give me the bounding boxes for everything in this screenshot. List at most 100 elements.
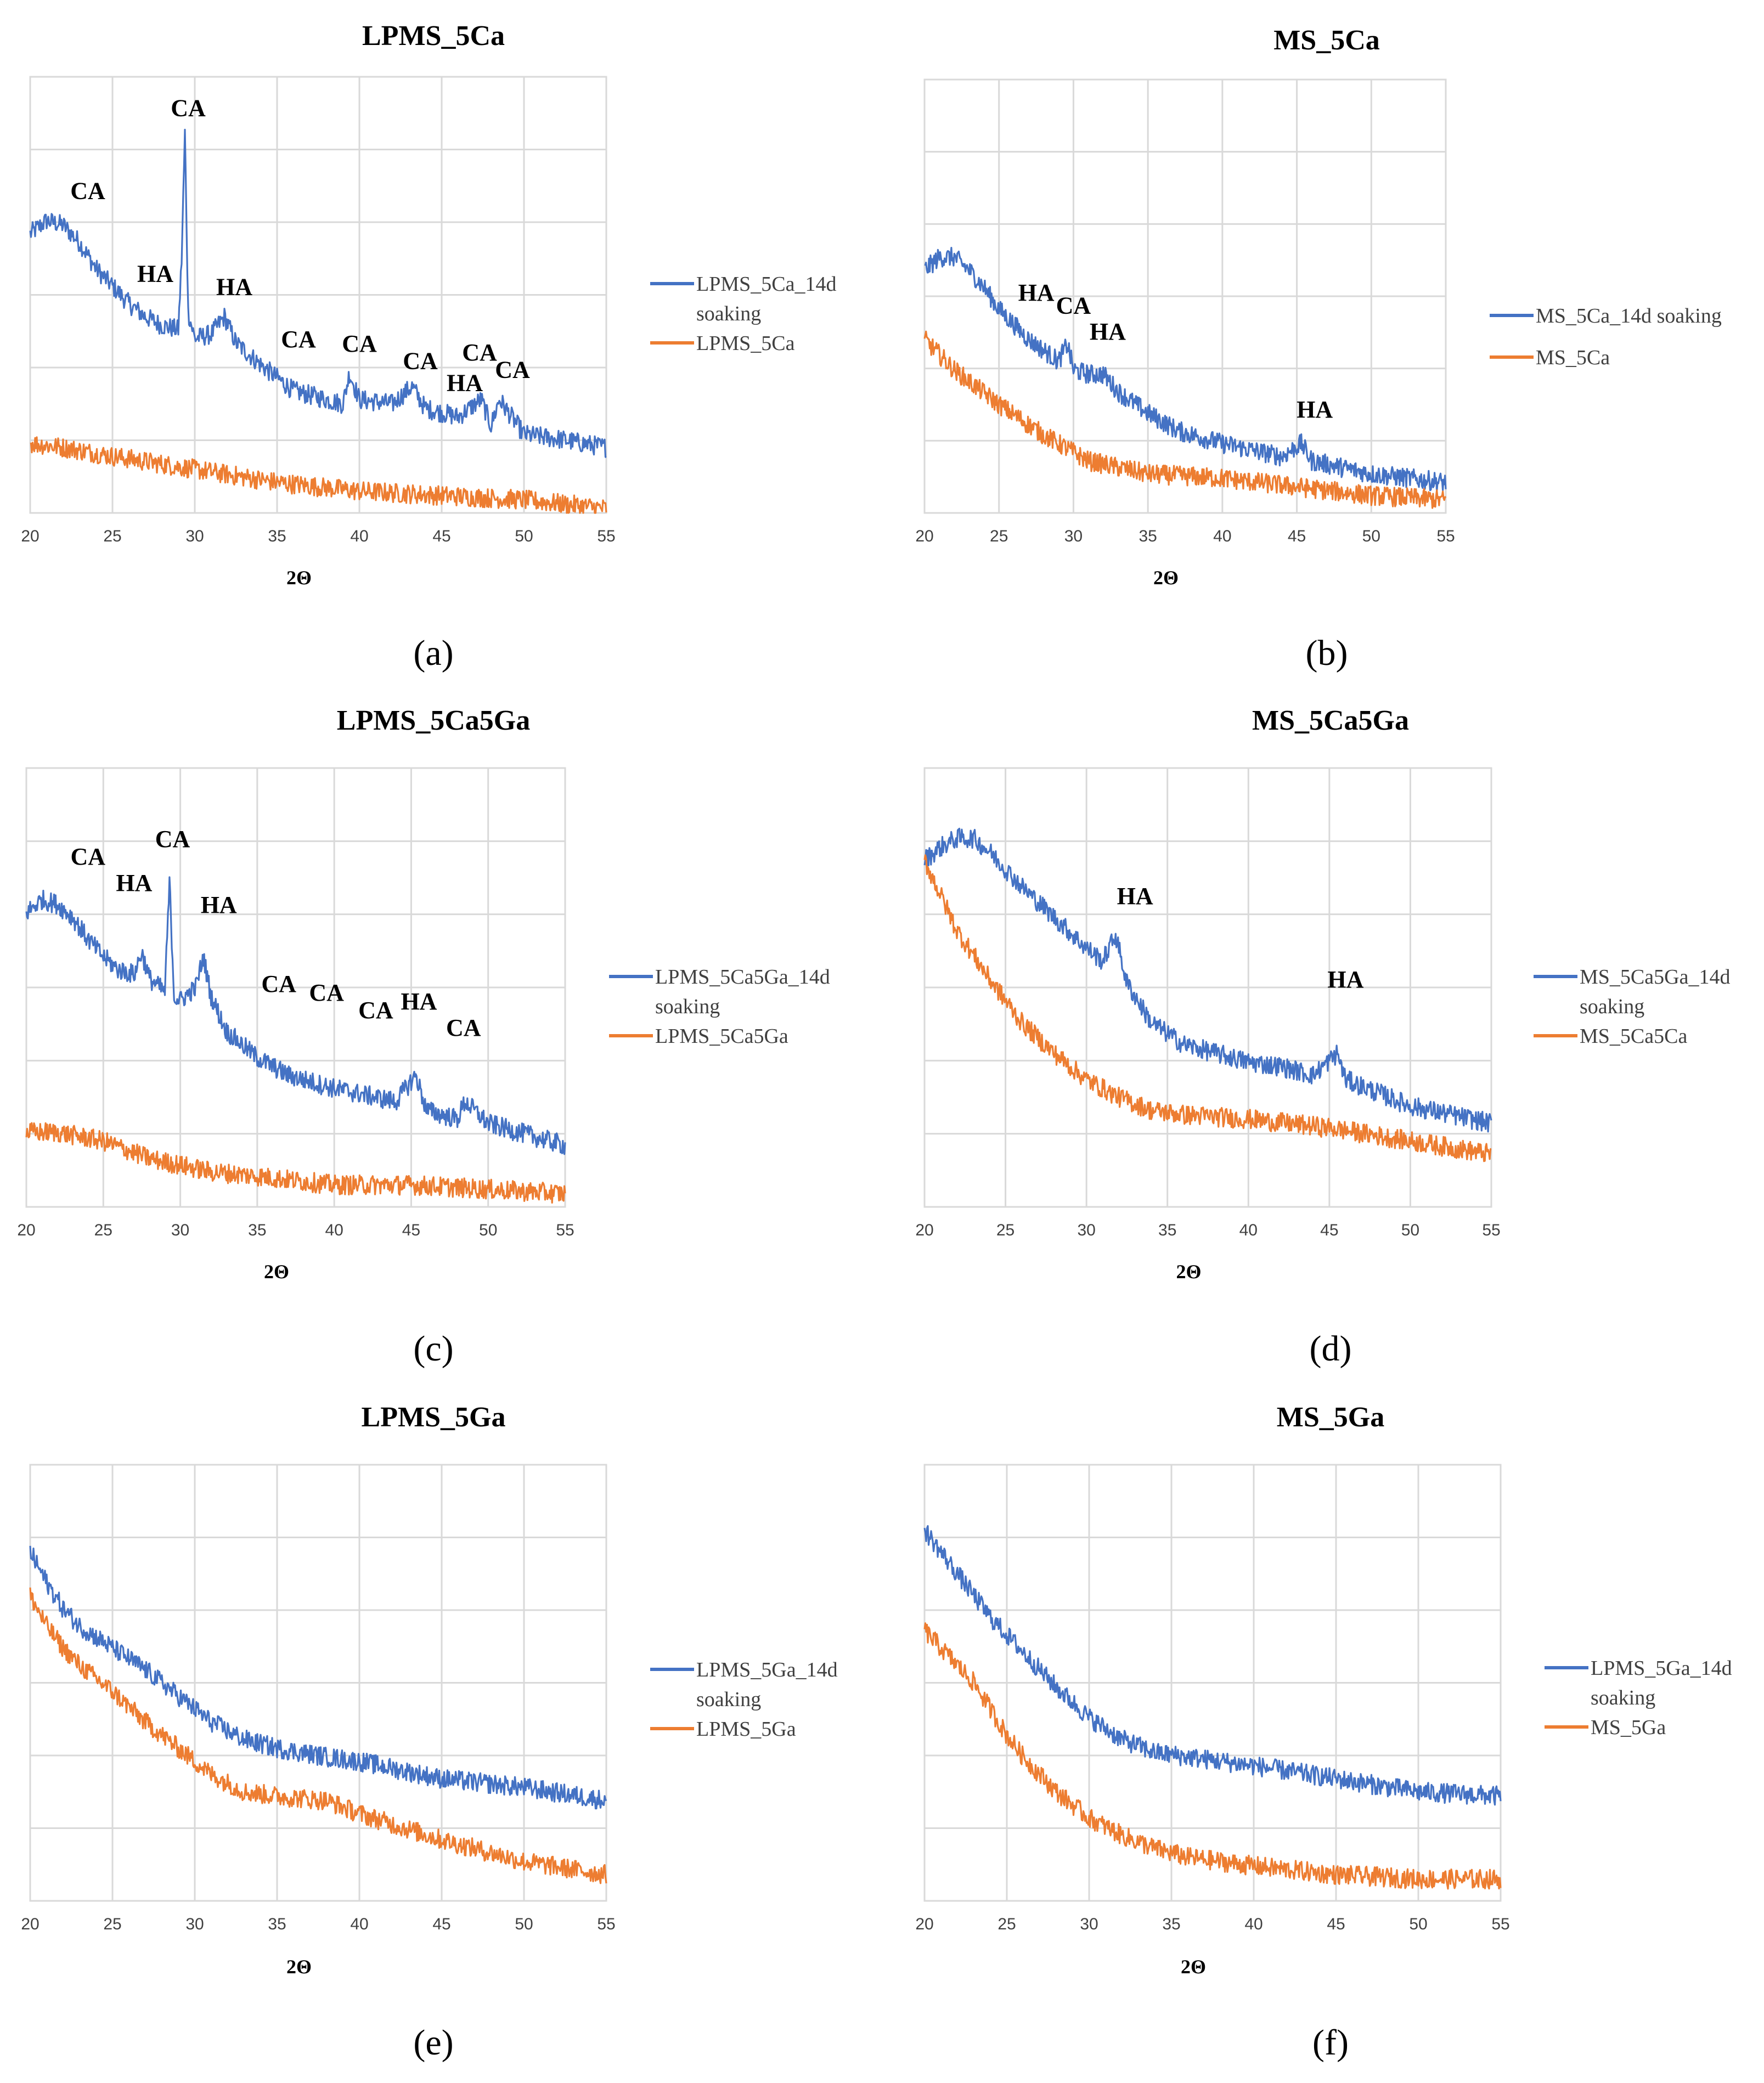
chart-panel-2: LPMS_5Ca5Ga 20 25 30 35 40 45 50 55 2Θ LPMS_5Ca5Ga… [17, 705, 830, 1369]
x-tick-label: 20 [17, 1221, 35, 1239]
peak-annotation: CA [446, 1014, 481, 1041]
series-line-unsoaked [25, 1122, 566, 1204]
peak-annotation: CA [495, 357, 530, 383]
legend-label: MS_5Ca [1536, 346, 1610, 369]
panel-label: (e) [413, 2023, 453, 2063]
series-line-soaked [923, 827, 1492, 1133]
chart-panel-3: MS_5Ca5Ga 20 25 30 35 40 45 50 55 2Θ MS_5Ca5Ga_14d… [915, 705, 1730, 1369]
x-tick-label: 35 [268, 1915, 286, 1933]
x-tick-label: 30 [1077, 1221, 1095, 1239]
x-tick-label: 50 [1409, 1915, 1427, 1933]
plot-area [923, 78, 1447, 514]
x-tick-label: 35 [1139, 527, 1157, 545]
x-tick-label: 40 [350, 1915, 368, 1933]
peak-annotation: HA [1327, 966, 1363, 993]
peak-annotation: CA [358, 997, 393, 1024]
x-tick-label: 40 [350, 527, 368, 545]
x-tick-label: 20 [915, 1221, 933, 1239]
x-tick-label: 30 [1064, 527, 1083, 545]
x-tick-label: 20 [21, 527, 39, 545]
peak-annotation: CA [155, 826, 190, 853]
plot-area [29, 1464, 607, 1902]
x-tick-label: 50 [1362, 527, 1380, 545]
x-tick-label: 50 [1401, 1221, 1419, 1239]
x-tick-label: 55 [1436, 527, 1455, 545]
x-tick-label: 25 [996, 1221, 1015, 1239]
x-tick-label: 25 [103, 1915, 121, 1933]
legend-label: LPMS_5Ca_14d [696, 273, 836, 296]
peak-annotation: CA [342, 330, 377, 357]
x-tick-label: 55 [1491, 1915, 1509, 1933]
plot-area [25, 767, 566, 1208]
peak-annotation: CA [70, 843, 105, 870]
chart-panel-0: LPMS_5Ca 20 25 30 35 40 45 50 55 2Θ LPMS_5Ca_14dso… [21, 20, 836, 673]
peak-annotation: HA [216, 274, 252, 301]
panel-label: (a) [413, 633, 453, 673]
chart-title: LPMS_5Ca5Ga [337, 705, 530, 736]
x-tick-label: 45 [432, 1915, 450, 1933]
peak-annotation: HA [1297, 396, 1333, 423]
legend-label: LPMS_5Ca5Ga [655, 1025, 788, 1048]
peak-annotation: CA [1056, 292, 1091, 319]
legend-label: LPMS_5Ca5Ga_14d [655, 966, 830, 989]
legend-label: soaking [1580, 995, 1644, 1018]
legend-label: soaking [1591, 1686, 1655, 1709]
legend-label: LPMS_5Ga_14d [696, 1658, 838, 1681]
chart-title: MS_5Ga [1277, 1402, 1384, 1433]
x-axis-label: 2Θ [286, 567, 312, 589]
peak-annotation: CA [70, 178, 105, 205]
series-line-unsoaked [923, 854, 1492, 1162]
legend-label: LPMS_5Ga_14d [1591, 1657, 1732, 1680]
x-tick-label: 30 [185, 1915, 204, 1933]
x-tick-label: 45 [1288, 527, 1306, 545]
series-line-unsoaked [923, 330, 1447, 509]
x-tick-label: 45 [432, 527, 450, 545]
peak-annotation: CA [261, 970, 296, 997]
plot-area [923, 767, 1492, 1208]
panel-label: (d) [1310, 1329, 1352, 1369]
x-tick-label: 20 [915, 527, 933, 545]
chart-panel-5: MS_5Ga 20 25 30 35 40 45 50 55 2Θ LPMS_5Ga_14dsoak… [915, 1402, 1732, 2063]
panel-label: (c) [413, 1329, 453, 1369]
x-tick-label: 55 [556, 1221, 574, 1239]
x-axis-label: 2Θ [1153, 567, 1179, 589]
x-tick-label: 45 [402, 1221, 420, 1239]
panel-label: (f) [1312, 2023, 1349, 2063]
chart-panel-4: LPMS_5Ga 20 25 30 35 40 45 50 55 2Θ LPMS_5Ga_14dso… [21, 1402, 837, 2063]
x-tick-label: 35 [268, 527, 286, 545]
x-tick-label: 35 [1158, 1221, 1176, 1239]
x-axis-label: 2Θ [264, 1261, 289, 1283]
series-line-unsoaked [29, 1587, 607, 1884]
plot-area [923, 1464, 1502, 1902]
series-line-unsoaked [30, 436, 607, 514]
plot-area [29, 76, 607, 514]
x-tick-label: 45 [1327, 1915, 1345, 1933]
x-tick-label: 55 [1482, 1221, 1500, 1239]
panel-label: (b) [1306, 633, 1348, 673]
x-tick-label: 20 [21, 1915, 39, 1933]
x-tick-label: 45 [1320, 1221, 1338, 1239]
legend-label: MS_5Ca5Ca [1580, 1025, 1687, 1048]
x-tick-label: 55 [597, 527, 615, 545]
legend-label: soaking [696, 302, 761, 325]
x-tick-label: 40 [1239, 1221, 1258, 1239]
peak-annotation: HA [1090, 318, 1126, 345]
x-tick-label: 35 [248, 1221, 266, 1239]
peak-annotation: HA [137, 261, 173, 287]
x-axis-label: 2Θ [1176, 1261, 1201, 1283]
x-tick-label: 50 [479, 1221, 497, 1239]
x-tick-label: 50 [515, 1915, 533, 1933]
series-line-soaked [25, 876, 566, 1155]
peak-annotation: HA [447, 369, 483, 396]
x-tick-label: 40 [1244, 1915, 1263, 1933]
peak-annotation: CA [171, 95, 206, 122]
x-tick-label: 30 [171, 1221, 189, 1239]
peak-annotation: CA [309, 979, 344, 1006]
legend-label: LPMS_5Ga [696, 1718, 796, 1741]
chart-title: LPMS_5Ca [362, 20, 505, 52]
chart-panel-1: MS_5Ca 20 25 30 35 40 45 50 55 2Θ MS_5Ca_14d soaki… [915, 25, 1722, 673]
chart-title: LPMS_5Ga [362, 1402, 506, 1433]
legend-label: LPMS_5Ca [696, 332, 795, 355]
x-tick-label: 25 [990, 527, 1008, 545]
